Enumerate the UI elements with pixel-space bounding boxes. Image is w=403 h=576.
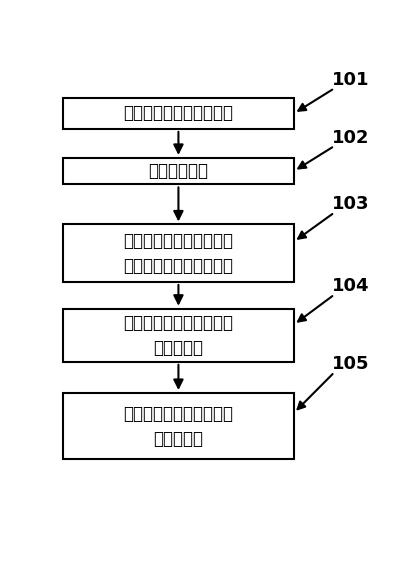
Text: 测量岩心的常规物性参数: 测量岩心的常规物性参数 xyxy=(123,104,233,123)
Text: 103: 103 xyxy=(331,195,369,213)
Bar xyxy=(63,158,294,184)
Text: 拟合实验曲线，获得非线
性渗流参数: 拟合实验曲线，获得非线 性渗流参数 xyxy=(123,405,233,448)
Text: 绘制驱替压力梯度与流量
的关系曲线: 绘制驱替压力梯度与流量 的关系曲线 xyxy=(123,314,233,357)
Text: 104: 104 xyxy=(331,278,369,295)
Text: 102: 102 xyxy=(331,129,369,147)
Bar xyxy=(63,309,294,362)
Text: 测量单相流体通过低渗透
岩心的最小启动压力梯度: 测量单相流体通过低渗透 岩心的最小启动压力梯度 xyxy=(123,232,233,275)
Text: 105: 105 xyxy=(331,355,369,373)
Bar xyxy=(63,98,294,129)
Bar xyxy=(63,393,294,460)
Bar xyxy=(63,224,294,282)
Text: 101: 101 xyxy=(331,71,369,89)
Text: 测量流体参数: 测量流体参数 xyxy=(148,162,208,180)
